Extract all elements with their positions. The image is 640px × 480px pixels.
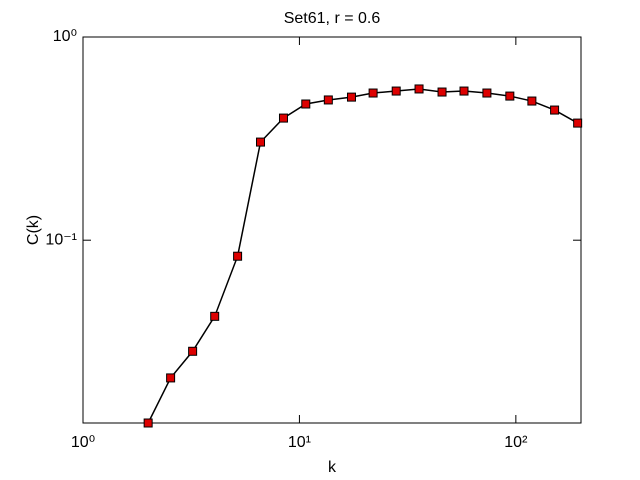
x-tick-label: 10² (504, 434, 528, 451)
x-tick-label: 10¹ (288, 434, 311, 451)
marker (368, 88, 378, 98)
marker (233, 251, 243, 261)
marker (414, 84, 424, 94)
marker (550, 105, 560, 115)
marker (301, 99, 311, 109)
marker (188, 346, 198, 356)
marker (278, 113, 288, 123)
x-tick-label: 10⁰ (71, 434, 95, 451)
marker (391, 86, 401, 96)
marker (482, 88, 492, 98)
marker (346, 92, 356, 102)
marker (166, 373, 176, 383)
marker (210, 311, 220, 321)
x-axis-label: k (328, 459, 337, 476)
marker (256, 137, 266, 147)
marker (573, 118, 583, 128)
marker (437, 87, 447, 97)
chart-title: Set61, r = 0.6 (284, 10, 381, 27)
marker (323, 95, 333, 105)
marker (459, 86, 469, 96)
marker (505, 91, 515, 101)
marker (143, 418, 153, 428)
y-axis-label: C(k) (25, 215, 42, 245)
marker (527, 96, 537, 106)
y-tick-label: 10⁰ (53, 28, 77, 45)
y-tick-label: 10⁻¹ (45, 231, 77, 248)
